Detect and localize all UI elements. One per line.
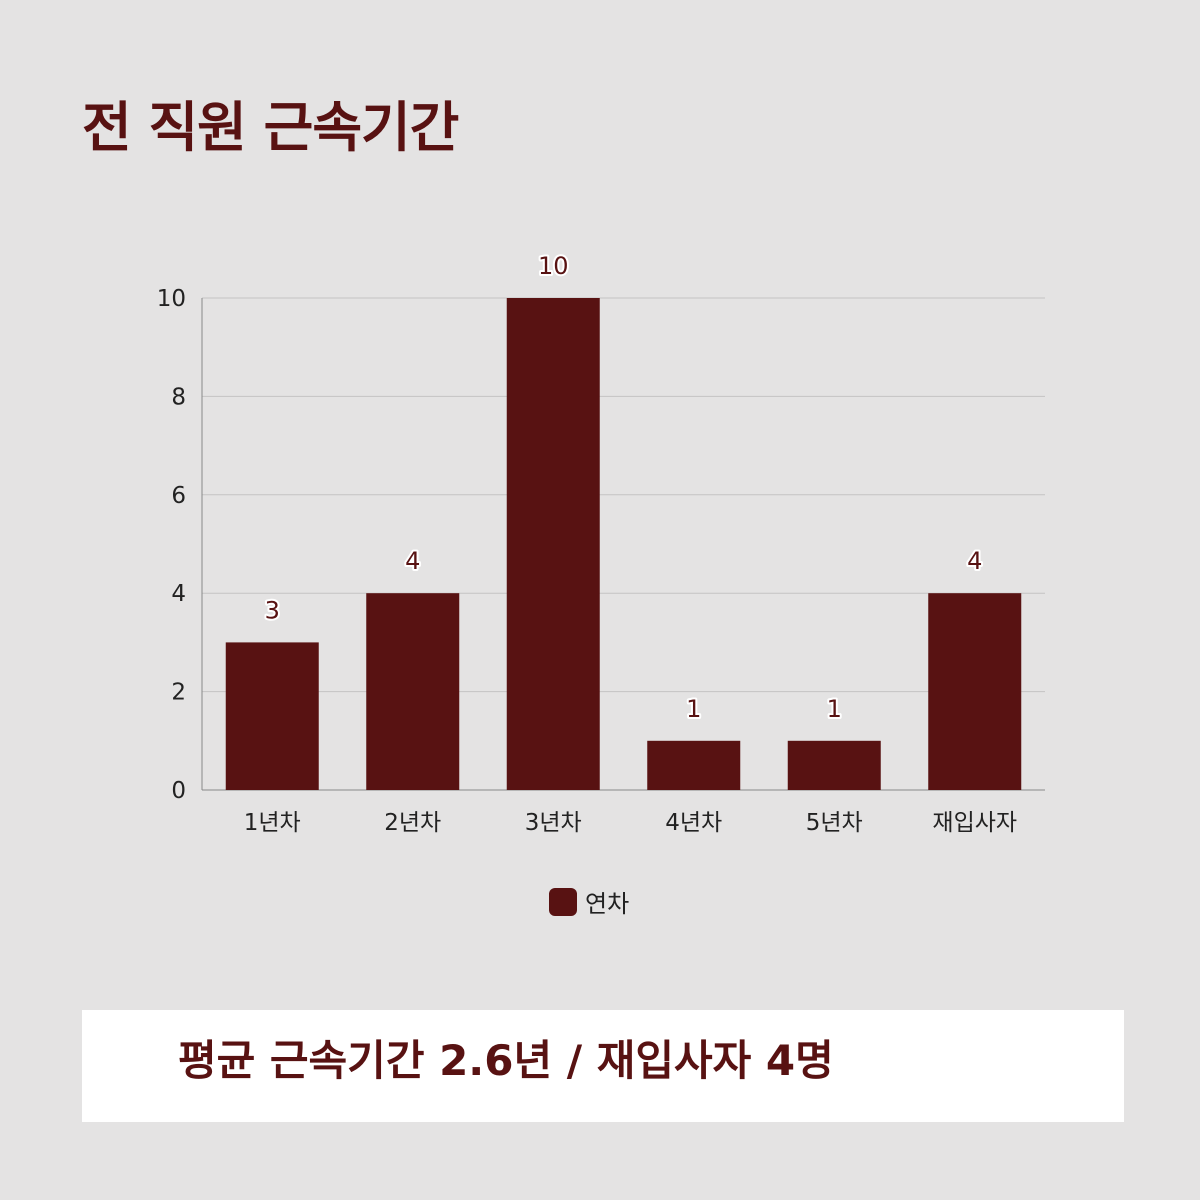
bar: [366, 593, 460, 790]
bar: [787, 740, 881, 790]
bar: [225, 642, 319, 790]
bar: [928, 593, 1022, 790]
x-tick-label: 5년차: [806, 810, 863, 836]
legend-label: 연차: [585, 890, 630, 918]
y-tick-label: 0: [171, 778, 186, 804]
x-tick-label: 2년차: [384, 810, 441, 836]
legend-swatch: [549, 887, 577, 916]
y-tick-label: 8: [171, 384, 186, 410]
data-label: 1: [686, 695, 701, 723]
data-label: 1: [827, 695, 842, 723]
x-tick-label: 재입사자: [932, 810, 1017, 836]
summary-text: 평균 근속기간 2.6년 / 재입사자 4명: [178, 1036, 834, 1085]
chart-title: 전 직원 근속기간: [82, 96, 459, 159]
x-tick-label: 3년차: [525, 810, 582, 836]
data-label: 4: [967, 547, 982, 575]
data-label: 10: [538, 252, 569, 280]
bar-chart: 0 2 4 6 8 10 3 1년차 4 2년차 10 3년차 1 4년차 1 5년차 4 재입사자: [157, 250, 1045, 836]
x-tick-label: 1년차: [244, 810, 301, 836]
legend: 연차: [549, 884, 629, 919]
bar: [647, 740, 741, 790]
bar: [506, 298, 600, 790]
summary-box: 평균 근속기간 2.6년 / 재입사자 4명: [82, 1010, 1124, 1122]
data-label: 4: [405, 547, 420, 575]
y-tick-label: 6: [171, 483, 186, 509]
y-tick-label: 4: [171, 581, 186, 607]
data-label: 3: [265, 596, 280, 624]
y-tick-label: 10: [157, 286, 186, 312]
y-tick-label: 2: [171, 680, 186, 706]
x-tick-label: 4년차: [665, 810, 722, 836]
